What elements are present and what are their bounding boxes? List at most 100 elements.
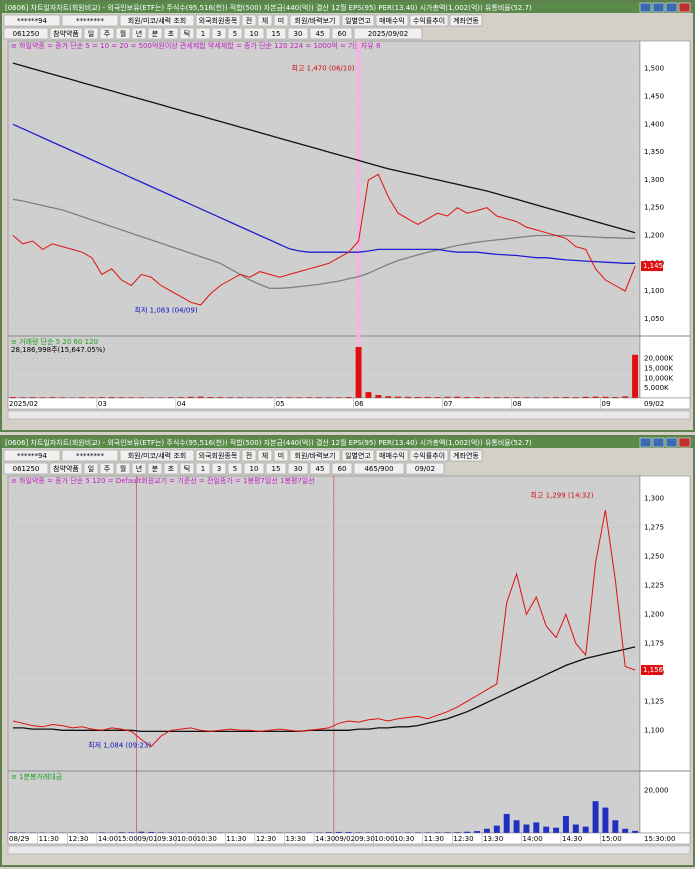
toolbar-button[interactable] (409, 14, 449, 27)
toolbar-button[interactable] (3, 14, 61, 27)
toolbar-button[interactable] (115, 462, 131, 475)
toolbar-label[interactable]: 회원/바력보기 (295, 16, 336, 25)
toolbar-button[interactable] (3, 462, 49, 475)
toolbar-button[interactable] (265, 27, 287, 40)
toolbar-label[interactable]: 일별연고 (345, 16, 371, 25)
toolbar-label[interactable]: 전 (246, 16, 252, 25)
toolbar-label[interactable]: 15 (272, 465, 281, 473)
toolbar-label[interactable]: 계좌연동 (453, 16, 479, 25)
toolbar-button[interactable] (3, 449, 61, 462)
toolbar-label[interactable]: 계좌연동 (453, 451, 479, 460)
toolbar-button[interactable] (257, 449, 273, 462)
toolbar-label[interactable]: 체 (262, 452, 268, 460)
toolbar-button[interactable] (61, 449, 119, 462)
toolbar-label[interactable]: 초 (168, 465, 175, 473)
toolbar-button[interactable] (341, 14, 375, 27)
toolbar-button[interactable] (449, 449, 483, 462)
toolbar-label[interactable]: 초 (168, 30, 175, 38)
toolbar-label[interactable]: ******** (76, 452, 105, 460)
toolbar-button[interactable] (195, 462, 211, 475)
toolbar-button[interactable] (331, 27, 353, 40)
toolbar-button[interactable] (257, 14, 273, 27)
toolbar-label[interactable]: 회원/바력보기 (295, 451, 336, 460)
toolbar-label[interactable]: 년 (136, 464, 142, 473)
scrollbar[interactable] (7, 845, 691, 855)
toolbar-label[interactable]: 1 (201, 30, 205, 38)
toolbar-label[interactable]: 참약약품 (53, 29, 79, 38)
window-button[interactable] (652, 2, 665, 13)
toolbar-button[interactable] (99, 27, 115, 40)
toolbar-label[interactable]: 외국회원종목 (199, 16, 238, 25)
toolbar-label[interactable]: 10 (250, 465, 259, 473)
toolbar-button[interactable] (265, 462, 287, 475)
window-button[interactable] (665, 437, 678, 448)
toolbar-button[interactable] (273, 14, 289, 27)
toolbar-button[interactable] (131, 462, 147, 475)
toolbar-label[interactable]: 일별연고 (345, 451, 371, 460)
window-button[interactable] (639, 2, 652, 13)
toolbar-label[interactable]: 일 (88, 464, 94, 473)
toolbar-button[interactable] (241, 449, 257, 462)
toolbar-label[interactable]: 09/02 (415, 465, 435, 473)
toolbar-label[interactable]: 수익률추이 (413, 451, 445, 460)
toolbar-label[interactable]: 60 (338, 30, 347, 38)
toolbar-button[interactable] (241, 14, 257, 27)
toolbar-button[interactable] (83, 462, 99, 475)
toolbar-label[interactable]: 주 (104, 465, 111, 473)
window-button[interactable] (678, 437, 691, 448)
toolbar-label[interactable]: 30 (294, 30, 303, 38)
toolbar-button[interactable] (49, 27, 83, 40)
toolbar-button[interactable] (163, 27, 179, 40)
toolbar-label[interactable]: 월 (120, 464, 126, 473)
toolbar-label[interactable]: 3 (217, 465, 221, 473)
toolbar-button[interactable] (287, 27, 309, 40)
toolbar-button[interactable] (179, 27, 195, 40)
toolbar-button[interactable] (195, 14, 241, 27)
toolbar-label[interactable]: 체 (262, 17, 268, 25)
toolbar-button[interactable] (131, 27, 147, 40)
toolbar-label[interactable]: 465/900 (364, 465, 393, 473)
toolbar-button[interactable] (163, 462, 179, 475)
toolbar-label[interactable]: 년 (136, 29, 142, 38)
toolbar-button[interactable] (409, 449, 449, 462)
toolbar-button[interactable] (375, 14, 409, 27)
toolbar-button[interactable] (331, 462, 353, 475)
toolbar-button[interactable] (119, 14, 195, 27)
toolbar-button[interactable] (179, 462, 195, 475)
toolbar-label[interactable]: 매매수익 (379, 17, 405, 25)
window-button[interactable] (639, 437, 652, 448)
toolbar-button[interactable] (405, 462, 445, 475)
toolbar-label[interactable]: 매매수익 (379, 452, 405, 460)
toolbar-label[interactable]: 회원/미코/섀력 조회 (128, 451, 186, 460)
toolbar-label[interactable]: 45 (316, 465, 325, 473)
toolbar-label[interactable]: ******94 (17, 17, 47, 25)
toolbar-button[interactable] (49, 462, 83, 475)
toolbar-label[interactable]: 전 (246, 451, 252, 460)
toolbar-label[interactable]: 틱 (184, 464, 190, 473)
toolbar-button[interactable] (115, 27, 131, 40)
window-button[interactable] (665, 2, 678, 13)
toolbar-button[interactable] (289, 449, 341, 462)
window-button[interactable] (652, 437, 665, 448)
toolbar-button[interactable] (147, 27, 163, 40)
toolbar-label[interactable]: 외국회원종목 (199, 451, 238, 460)
toolbar-label[interactable]: 5 (233, 30, 237, 38)
toolbar-label[interactable]: 미 (278, 451, 284, 460)
toolbar-button[interactable] (3, 27, 49, 40)
toolbar-label[interactable]: ******** (76, 17, 105, 25)
scrollbar[interactable] (7, 410, 691, 420)
toolbar-button[interactable] (227, 462, 243, 475)
toolbar-label[interactable]: 061250 (13, 30, 40, 38)
toolbar-label[interactable]: 45 (316, 30, 325, 38)
toolbar-label[interactable]: 2025/09/02 (368, 30, 408, 38)
toolbar-button[interactable] (287, 462, 309, 475)
toolbar-label[interactable]: 주 (104, 30, 111, 38)
toolbar-label[interactable]: ******94 (17, 452, 47, 460)
toolbar-label[interactable]: 1 (201, 465, 205, 473)
toolbar-button[interactable] (147, 462, 163, 475)
toolbar-label[interactable]: 미 (278, 16, 284, 25)
toolbar-label[interactable]: 15 (272, 30, 281, 38)
toolbar-button[interactable] (309, 27, 331, 40)
toolbar-button[interactable] (243, 27, 265, 40)
toolbar-label[interactable]: 틱 (184, 29, 190, 38)
